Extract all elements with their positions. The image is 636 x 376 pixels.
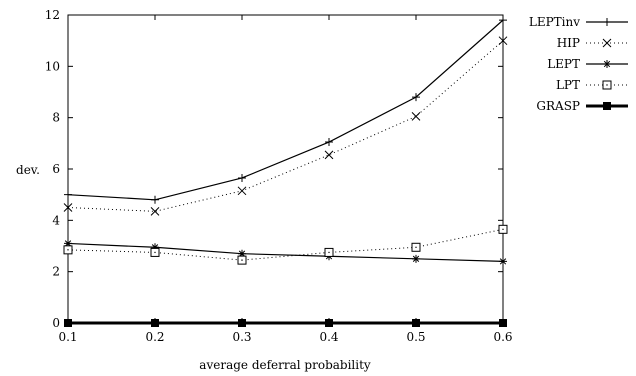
point-lpt [415,246,417,248]
legend-marker-leptinv [603,18,611,26]
point-hip [411,112,421,121]
axis-ticks: 0 2 4 6 8 10 12 0.1 0.2 0.3 0.4 0.5 0.6 [45,8,513,344]
legend-label-lpt: LPT [556,78,580,92]
x-tick-label: 0.2 [145,330,164,344]
point-hip [150,206,160,216]
series-lines [67,19,504,325]
y-tick-label: 2 [52,265,60,279]
point-grasp [499,319,507,327]
point-hip [498,36,508,46]
point-lept [238,249,246,258]
point-leptinv [64,190,72,199]
x-tick-label: 0.5 [406,330,425,344]
series-markers [63,16,508,327]
point-grasp [64,319,72,327]
point-lpt [502,228,504,231]
point-lpt [328,251,330,254]
point-leptinv [325,138,333,147]
y-tick-label: 8 [52,111,60,125]
legend-marker-hip [602,38,612,48]
legend-marker-lept [603,60,611,68]
y-axis-label: dev. [16,163,40,177]
y-tick-label: 12 [45,8,60,22]
legend-label-lept: LEPT [547,57,580,71]
series-line-hip [67,40,504,212]
point-hip [63,203,73,212]
legend-marker-grasp [603,102,611,110]
legend-marker-lpt [606,84,608,86]
y-tick-label: 0 [52,316,60,330]
point-lpt [241,259,243,261]
x-tick-label: 0.3 [232,330,251,344]
point-grasp [151,319,159,327]
point-leptinv [412,93,420,102]
point-lept [64,239,72,248]
point-grasp [412,319,420,327]
point-hip [237,186,247,196]
legend: LEPTinv HIP LEPT LPT GRASP [529,15,628,113]
series-line-lpt [67,228,504,261]
point-grasp [325,319,333,327]
series-line-lept [67,242,504,262]
plot-frame [67,14,504,324]
point-lept [151,243,159,252]
series-line-leptinv [67,19,504,201]
y-tick-label: 4 [52,213,60,227]
y-tick-label: 10 [45,59,60,73]
point-leptinv [499,16,507,25]
legend-label-grasp: GRASP [536,99,580,113]
legend-label-hip: HIP [557,36,580,50]
point-lpt [154,251,156,254]
point-hip [324,150,334,160]
point-lept [412,254,420,263]
point-lpt [67,249,69,251]
point-grasp [238,319,246,327]
x-axis-label: average deferral probability [199,358,371,372]
point-leptinv [238,173,246,182]
x-tick-label: 0.4 [319,330,338,344]
x-tick-label: 0.1 [58,330,77,344]
legend-label-leptinv: LEPTinv [529,15,580,29]
y-tick-label: 6 [52,162,60,176]
point-lept [499,257,507,266]
point-leptinv [151,195,159,204]
x-tick-label: 0.6 [493,330,512,344]
